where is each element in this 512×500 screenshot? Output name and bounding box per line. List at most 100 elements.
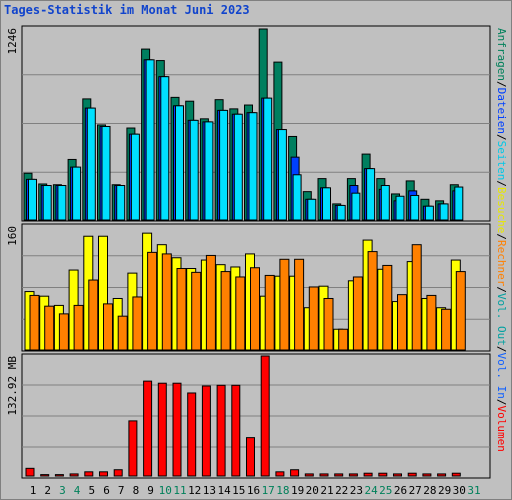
x-tick-label-16: 16 (247, 484, 260, 497)
legend-entry-4: Seiten (495, 141, 508, 181)
chart-title: Tages-Statistik im Monat Juni 2023 (4, 3, 250, 17)
bar-volumen-28 (422, 473, 432, 477)
y-max-label-visits: 160 (6, 226, 19, 246)
bar-rechner-21 (323, 297, 334, 351)
bar-seiten-10 (160, 76, 170, 221)
bar-rechner-17 (264, 274, 275, 351)
legend-entry-0: Anfragen (495, 28, 508, 81)
x-tick-label-3: 3 (59, 484, 66, 497)
bar-seiten-1 (28, 178, 37, 221)
x-tick-label-17: 17 (262, 484, 275, 497)
bar-volumen-15 (231, 384, 241, 477)
x-tick-label-7: 7 (118, 484, 125, 497)
x-tick-label-30: 30 (453, 484, 466, 497)
x-tick-label-19: 19 (291, 484, 304, 497)
bar-seiten-29 (439, 203, 449, 221)
bar-seiten-3 (57, 185, 67, 221)
bar-seiten-14 (219, 109, 229, 221)
bar-volumen-25 (378, 472, 388, 477)
bar-seiten-20 (307, 198, 317, 221)
bar-rechner-9 (147, 251, 158, 351)
bar-seiten-7 (116, 185, 126, 221)
x-tick-label-28: 28 (423, 484, 436, 497)
bar-seiten-26 (395, 195, 405, 221)
bar-seiten-27 (410, 194, 420, 221)
x-tick-label-8: 8 (133, 484, 140, 497)
bar-rechner-2 (44, 305, 55, 351)
bar-volumen-2 (40, 474, 50, 477)
x-tick-label-23: 23 (350, 484, 363, 497)
x-tick-label-20: 20 (306, 484, 319, 497)
bar-rechner-6 (103, 303, 113, 351)
bar-seiten-24 (366, 168, 376, 221)
bar-volumen-30 (451, 472, 461, 477)
bar-rechner-24 (367, 251, 378, 351)
bar-rechner-12 (191, 271, 202, 351)
x-tick-label-14: 14 (217, 484, 231, 497)
legend-entry-14: Volumen (495, 406, 508, 452)
bar-seiten-12 (189, 119, 199, 221)
x-tick-label-31: 31 (467, 484, 480, 497)
bar-volumen-17 (260, 355, 270, 477)
bar-rechner-14 (220, 271, 231, 351)
bar-volumen-21 (319, 473, 329, 477)
bar-volumen-5 (84, 471, 94, 477)
bar-volumen-26 (393, 473, 402, 477)
bar-volumen-22 (334, 473, 344, 477)
bar-rechner-23 (352, 276, 363, 351)
x-tick-label-22: 22 (335, 484, 348, 497)
bar-seiten-8 (130, 133, 140, 221)
bar-volumen-29 (437, 473, 447, 477)
bar-rechner-4 (73, 304, 84, 351)
bar-volumen-11 (172, 382, 182, 477)
bar-rechner-11 (176, 268, 187, 351)
bar-volumen-4 (69, 473, 79, 477)
x-tick-label-13: 13 (203, 484, 216, 497)
legend-entry-11: / (495, 346, 508, 353)
x-tick-label-21: 21 (320, 484, 333, 497)
bar-volumen-12 (187, 392, 197, 477)
legend-entry-6: Besuche (495, 187, 508, 233)
bar-volumen-16 (246, 437, 255, 477)
bar-rechner-26 (397, 294, 407, 351)
x-tick-label-24: 24 (364, 484, 378, 497)
x-tick-label-26: 26 (394, 484, 407, 497)
bar-seiten-17 (263, 97, 273, 221)
bar-volumen-14 (216, 384, 226, 477)
bar-rechner-3 (58, 313, 69, 351)
y-max-label-hits: 1246 (6, 28, 19, 55)
legend-entry-5: / (495, 180, 508, 187)
legend-entry-7: / (495, 233, 508, 240)
bar-rechner-5 (88, 279, 99, 351)
bar-rechner-10 (161, 253, 172, 351)
bar-volumen-24 (363, 472, 373, 477)
bar-volumen-8 (128, 420, 138, 477)
legend-entry-2: Dateien (495, 88, 508, 134)
x-tick-label-15: 15 (232, 484, 245, 497)
bar-seiten-13 (204, 121, 214, 221)
bar-seiten-19 (292, 174, 302, 221)
legend-entry-3: / (495, 134, 508, 141)
bar-seiten-25 (380, 185, 390, 221)
x-tick-label-6: 6 (103, 484, 110, 497)
bar-volumen-1 (25, 467, 35, 477)
bar-rechner-25 (382, 264, 393, 351)
bar-volumen-27 (407, 472, 417, 477)
bar-rechner-15 (235, 276, 246, 351)
bar-rechner-20 (308, 286, 319, 351)
bar-seiten-23 (351, 192, 361, 221)
x-tick-label-12: 12 (188, 484, 201, 497)
x-tick-label-1: 1 (30, 484, 37, 497)
bar-seiten-5 (86, 107, 96, 221)
x-tick-label-5: 5 (88, 484, 95, 497)
bar-seiten-22 (336, 204, 346, 221)
bar-volumen-20 (304, 473, 314, 477)
bar-volumen-3 (54, 474, 64, 477)
legend-entry-12: Vol. In (495, 353, 508, 399)
x-tick-label-2: 2 (44, 484, 51, 497)
bar-seiten-28 (424, 205, 434, 221)
bar-volumen-10 (157, 382, 167, 477)
bar-rechner-19 (294, 258, 305, 351)
bar-rechner-30 (455, 271, 466, 351)
